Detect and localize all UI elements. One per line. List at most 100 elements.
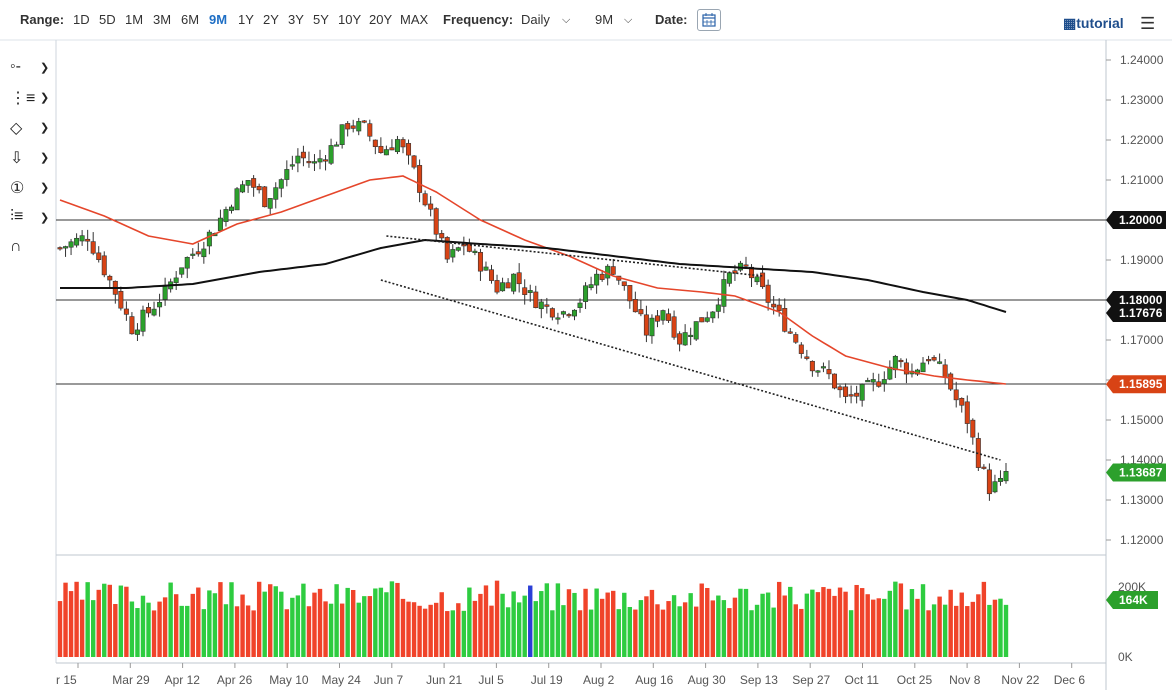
number-tool-icon: ① — [10, 180, 25, 197]
candle-body — [168, 281, 174, 290]
period-select[interactable]: 9M — [595, 12, 614, 27]
candle-body — [173, 277, 179, 283]
range-20y-button[interactable]: 20Y — [369, 12, 393, 27]
volume-bar — [334, 584, 339, 657]
range-1d-button[interactable]: 1D — [73, 12, 90, 27]
candle-body — [594, 273, 600, 286]
magnet-tool[interactable]: ∩ — [10, 238, 50, 262]
volume-bar — [478, 593, 483, 657]
volume-bar — [671, 595, 677, 657]
range-5d-button[interactable]: 5D — [99, 12, 116, 27]
candle-body — [970, 419, 976, 438]
volume-bar — [611, 590, 616, 657]
calendar-button[interactable] — [697, 9, 721, 31]
range-1y-button[interactable]: 1Y — [238, 12, 254, 27]
candle-body — [466, 242, 472, 252]
candle-body — [461, 243, 467, 247]
range-3y-button[interactable]: 3Y — [288, 12, 304, 27]
ma-long-line — [60, 238, 1007, 313]
volume-bar — [389, 581, 395, 657]
volume-bar — [207, 590, 212, 657]
volume-bar — [212, 593, 218, 657]
volume-series — [57, 580, 1009, 657]
volume-bar — [124, 586, 129, 657]
range-max-button[interactable]: MAX — [400, 12, 429, 27]
time-tick-label: Dec 6 — [1054, 673, 1086, 687]
frequency-select[interactable]: Daily — [521, 12, 550, 27]
line-tool[interactable]: ⋮≡ ❯ — [10, 88, 50, 112]
volume-bar — [710, 600, 715, 657]
volume-bar — [218, 582, 223, 657]
price-badge — [1106, 375, 1166, 394]
volume-bar — [196, 587, 201, 657]
volume-bar — [622, 592, 627, 657]
shape-tool[interactable]: ◇ ❯ — [10, 118, 50, 142]
volume-bar — [168, 582, 173, 657]
number-tool[interactable]: ① ❯ — [10, 178, 50, 202]
volume-bar — [367, 596, 373, 657]
volume-bar — [926, 610, 931, 657]
candle-body — [859, 384, 865, 401]
tutorial-label: tutorial — [1076, 15, 1124, 31]
volume-bar — [96, 589, 101, 657]
candle-body — [157, 302, 163, 308]
volume-bar — [417, 605, 422, 657]
volume-bar — [655, 604, 660, 657]
candle-body — [997, 477, 1003, 482]
volume-bar — [146, 602, 151, 657]
chevron-down-icon[interactable]: ⌵ — [624, 14, 633, 26]
volume-bar — [323, 601, 328, 657]
candle-body — [605, 265, 611, 279]
price-tick-label: 1.14000 — [1120, 453, 1164, 467]
candle-body — [245, 180, 251, 186]
volume-bar — [682, 602, 688, 657]
candle-body — [909, 370, 915, 375]
range-9m-button[interactable]: 9M — [209, 12, 228, 27]
candle-body — [134, 329, 140, 335]
volume-bar — [356, 602, 361, 657]
volume-bar — [483, 585, 489, 657]
range-2y-button[interactable]: 2Y — [263, 12, 279, 27]
candle-body — [57, 247, 63, 250]
crosshair-tool[interactable]: ◦- ❯ — [10, 58, 50, 82]
film-icon: ▦ — [1063, 15, 1077, 31]
candle-body — [749, 266, 755, 279]
volume-bar — [699, 583, 704, 657]
price-badge-label: 1.13687 — [1119, 466, 1163, 480]
range-1m-button[interactable]: 1M — [125, 12, 144, 27]
volume-bar — [57, 601, 63, 657]
tutorial-link[interactable]: ▦tutorial — [1063, 15, 1124, 32]
volume-bar — [445, 611, 450, 657]
hamburger-icon[interactable]: ☰ — [1140, 14, 1156, 33]
candle-body — [549, 308, 555, 318]
arrow-tool[interactable]: ⇩ ❯ — [10, 148, 50, 172]
magnet-tool-icon: ∩ — [10, 238, 22, 255]
candle-body — [228, 206, 234, 211]
volume-bar — [588, 609, 594, 657]
volume-bar — [395, 582, 400, 657]
time-tick-label: Nov 22 — [1001, 673, 1039, 687]
candle-body — [494, 280, 500, 293]
price-tick-label: 1.24000 — [1120, 53, 1164, 67]
trendline — [386, 235, 763, 277]
candle-body — [964, 401, 970, 424]
volume-bar — [743, 588, 749, 657]
volume-bar — [992, 599, 998, 657]
range-6m-button[interactable]: 6M — [181, 12, 200, 27]
fibonacci-tool[interactable]: ⫶≡ ❯ — [10, 208, 50, 232]
volume-bar — [837, 587, 843, 657]
candle-body — [666, 313, 672, 321]
range-5y-button[interactable]: 5Y — [313, 12, 329, 27]
candle-body — [350, 125, 356, 129]
chevron-down-icon[interactable]: ⌵ — [562, 14, 571, 26]
volume-tick-label: 0K — [1118, 650, 1133, 664]
range-3m-button[interactable]: 3M — [153, 12, 172, 27]
volume-bar — [295, 595, 301, 657]
range-10y-button[interactable]: 10Y — [338, 12, 362, 27]
candle-body — [881, 379, 887, 384]
time-tick-label: Apr 12 — [165, 673, 201, 687]
candle-body — [400, 139, 406, 148]
moving-averages — [59, 175, 1007, 385]
volume-bar — [738, 588, 743, 657]
